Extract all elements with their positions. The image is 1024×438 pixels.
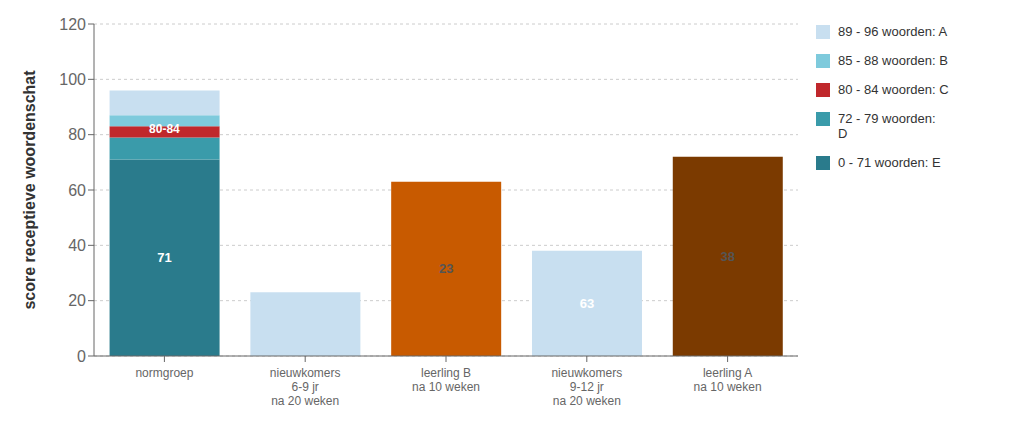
svg-text:60: 60 <box>68 182 86 199</box>
svg-text:80-84: 80-84 <box>149 122 180 136</box>
html-text:80 - 84 woorden: C: 80 - 84 woorden: C <box>838 82 949 97</box>
svg-text:80: 80 <box>68 126 86 143</box>
svg-text:leerling Bna 10 weken: leerling Bna 10 weken <box>412 366 480 394</box>
svg-text:nieuwkomers9-12 jrna 20 weken: nieuwkomers9-12 jrna 20 weken <box>551 366 622 409</box>
html-text:0 - 71 woorden: E: 0 - 71 woorden: E <box>838 155 941 170</box>
svg-text:score receptieve woordenschat: score receptieve woordenschat <box>21 70 38 310</box>
html-text:89 - 96 woorden: A: 89 - 96 woorden: A <box>838 24 948 39</box>
svg-text:120: 120 <box>59 16 86 33</box>
svg-text:100: 100 <box>59 71 86 88</box>
svg-text:leerling Ana 10 weken: leerling Ana 10 weken <box>694 366 762 394</box>
svg-text:23: 23 <box>439 261 453 276</box>
html-text:85 - 88 woorden: B: 85 - 88 woorden: B <box>838 53 948 68</box>
svg-text:40: 40 <box>68 237 86 254</box>
svg-text:38: 38 <box>721 249 735 264</box>
svg-text:20: 20 <box>68 292 86 309</box>
svg-text:71: 71 <box>157 250 171 265</box>
svg-text:nieuwkomers6-9 jrna 20 weken: nieuwkomers6-9 jrna 20 weken <box>270 366 341 409</box>
svg-text:normgroep: normgroep <box>135 366 193 380</box>
html-text:72 - 79 woorden: D: 72 - 79 woorden: D <box>838 111 936 141</box>
svg-text:63: 63 <box>580 296 594 311</box>
svg-text:0: 0 <box>77 348 86 365</box>
